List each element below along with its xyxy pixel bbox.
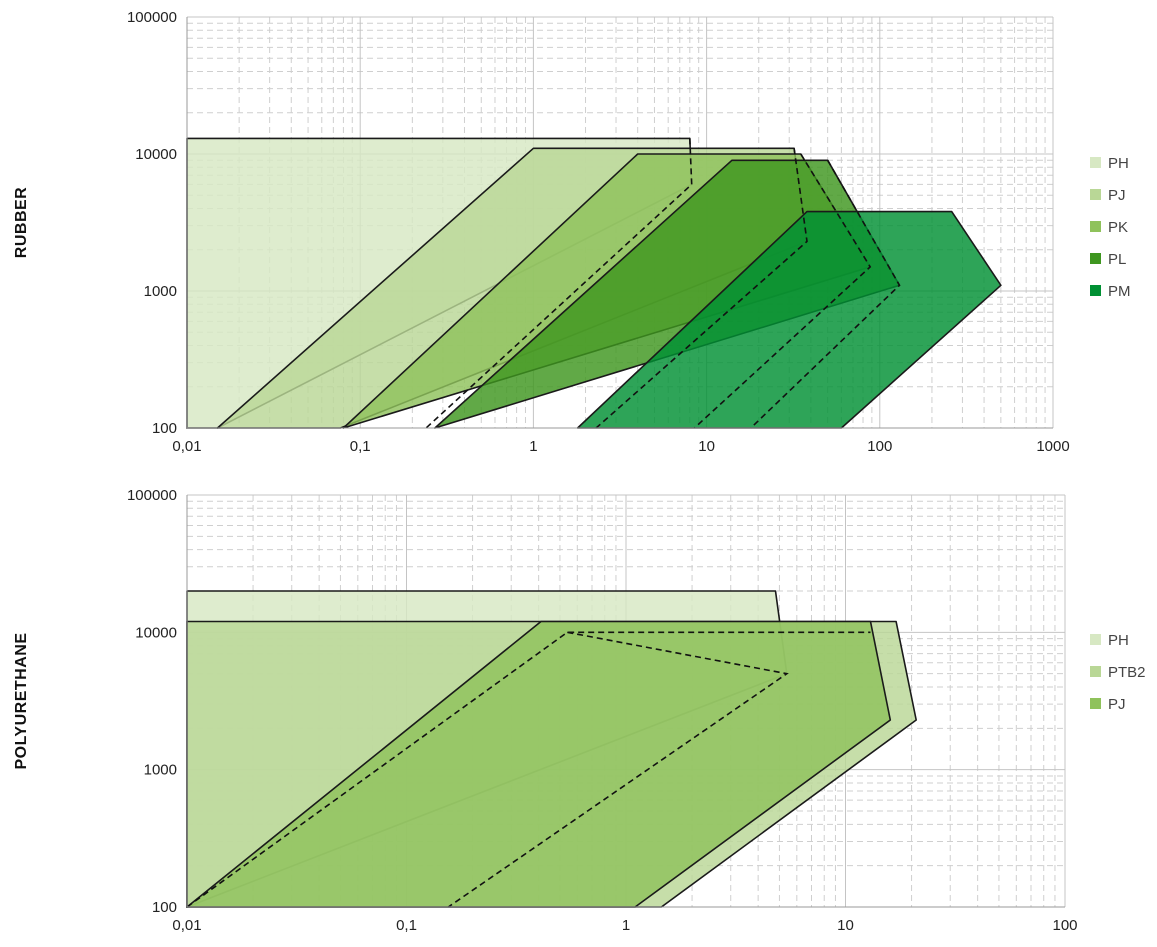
- y-tick-label: 100000: [127, 487, 177, 504]
- legend-item-pj: PJ: [1090, 187, 1126, 204]
- tick-labels: 0,01 0,1 1 10 100 1000 100 1000 10000 100000: [127, 9, 1070, 455]
- legend-swatch: [1090, 698, 1101, 709]
- series-dashed-edge-ph: [425, 138, 693, 429]
- legend: PH PJ PK PL PM: [1090, 155, 1131, 300]
- row-label: RUBBER: [13, 187, 30, 258]
- y-tick-label: 100000: [127, 9, 177, 26]
- x-tick-label: 1000: [1036, 438, 1069, 455]
- legend-item-pm: PM: [1090, 283, 1131, 300]
- series-dashed-edge-pj: [595, 148, 808, 429]
- legend-item-pk: PK: [1090, 219, 1128, 236]
- x-tick-label: 10: [837, 917, 854, 934]
- legend-label: PL: [1108, 251, 1126, 268]
- legend-label: PTB2: [1108, 664, 1146, 681]
- legend-label: PJ: [1108, 187, 1126, 204]
- series-dashed-edge-pk: [693, 153, 872, 429]
- series-areas: [186, 590, 917, 908]
- x-tick-label: 0,01: [172, 917, 201, 934]
- y-tick-label: 10000: [135, 146, 177, 163]
- series-area-pm: [576, 210, 1002, 429]
- legend-label: PJ: [1108, 696, 1126, 713]
- legend-item-ph: PH: [1090, 632, 1129, 649]
- x-tick-label: 0,01: [172, 438, 201, 455]
- legend-item-pl: PL: [1090, 251, 1126, 268]
- legend-swatch: [1090, 253, 1101, 264]
- legend-swatch: [1090, 157, 1101, 168]
- legend-swatch: [1090, 285, 1101, 296]
- series-dashed-edge-pj: [186, 631, 871, 908]
- y-tick-label: 1000: [144, 283, 177, 300]
- legend-label: PH: [1108, 155, 1129, 172]
- legend-label: PH: [1108, 632, 1129, 649]
- y-tick-label: 100: [152, 420, 177, 437]
- tick-labels: 0,01 0,1 1 10 100 100 1000 10000 100000: [127, 487, 1078, 934]
- legend-label: PM: [1108, 283, 1131, 300]
- legend-item-ph: PH: [1090, 155, 1129, 172]
- legend: PH PTB2 PJ: [1090, 632, 1146, 713]
- series-dashed-edge-ph: [447, 631, 789, 908]
- series-area-pj: [186, 620, 892, 908]
- x-tick-label: 0,1: [350, 438, 371, 455]
- row-label: POLYURETHANE: [13, 633, 30, 770]
- legend-swatch: [1090, 666, 1101, 677]
- x-tick-label: 1: [622, 917, 630, 934]
- legend-swatch: [1090, 189, 1101, 200]
- y-tick-label: 10000: [135, 624, 177, 641]
- x-tick-label: 0,1: [396, 917, 417, 934]
- x-tick-label: 100: [867, 438, 892, 455]
- legend-item-pj: PJ: [1090, 696, 1126, 713]
- series-dashed-edge-pl: [750, 159, 901, 429]
- series-areas: [186, 137, 1002, 429]
- legend-swatch: [1090, 634, 1101, 645]
- chart-panel-0: 0,01 0,1 1 10 100 1000 100 1000 10000 100000 RUBBE…: [13, 9, 1131, 455]
- legend-swatch: [1090, 221, 1101, 232]
- x-tick-label: 1: [529, 438, 537, 455]
- x-tick-label: 10: [698, 438, 715, 455]
- y-tick-label: 100: [152, 899, 177, 916]
- legend-item-ptb2: PTB2: [1090, 664, 1146, 681]
- chart-panel-1: 0,01 0,1 1 10 100 100 1000 10000 100000 POLYURETH…: [13, 487, 1146, 934]
- legend-label: PK: [1108, 219, 1128, 236]
- y-tick-label: 1000: [144, 762, 177, 779]
- x-tick-label: 100: [1052, 917, 1077, 934]
